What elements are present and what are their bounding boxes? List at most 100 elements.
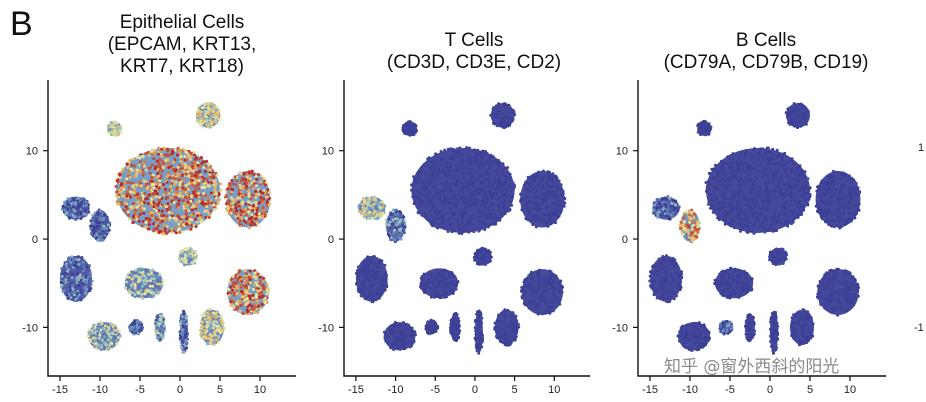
cell-point	[69, 202, 73, 206]
cell-point	[95, 343, 99, 347]
cell-point	[247, 192, 251, 196]
cell-point	[250, 304, 254, 308]
cell-point	[97, 327, 101, 330]
cell-point	[429, 204, 433, 208]
cell-point	[505, 183, 509, 187]
cell-point	[430, 177, 434, 181]
cell-point	[180, 253, 184, 257]
cell-point	[192, 256, 196, 260]
cell-point	[89, 231, 93, 235]
cell-point	[410, 124, 414, 128]
cell-point	[234, 183, 238, 187]
cell-point	[186, 188, 190, 191]
cell-point	[381, 290, 385, 294]
cell-point	[486, 172, 490, 176]
cell-point	[178, 178, 181, 182]
cell-point	[510, 180, 514, 184]
cell-point	[100, 227, 104, 231]
cell-point	[115, 121, 119, 125]
cell-point	[496, 188, 499, 192]
cell-point	[266, 287, 270, 291]
cell-point	[421, 185, 425, 189]
cell-point	[454, 154, 458, 157]
cell-point	[473, 200, 477, 204]
cell-point	[148, 190, 152, 194]
cell-point	[425, 165, 428, 169]
cluster-c08	[354, 255, 389, 304]
cell-point	[189, 154, 192, 158]
cell-point	[520, 296, 524, 300]
cell-point	[182, 178, 186, 182]
cell-point	[531, 200, 535, 203]
cell-point	[138, 320, 142, 324]
cell-point	[448, 280, 452, 284]
cell-point	[203, 317, 207, 321]
cell-point	[186, 158, 190, 162]
cluster-c09	[124, 266, 165, 300]
cell-point	[128, 217, 131, 221]
cell-point	[102, 327, 106, 331]
cell-point	[174, 180, 178, 184]
cell-point	[73, 291, 77, 295]
cell-point	[155, 175, 159, 179]
cell-point	[149, 271, 153, 275]
cell-point	[360, 268, 364, 272]
cell-point	[390, 212, 393, 216]
cell-point	[480, 167, 484, 171]
cell-point	[492, 212, 496, 216]
cell-point	[73, 215, 77, 219]
cell-point	[478, 227, 482, 231]
cell-point	[488, 191, 492, 195]
cell-point	[216, 201, 220, 205]
cell-point	[193, 205, 196, 209]
cell-point	[236, 211, 240, 215]
cell-point	[84, 200, 88, 204]
cell-point	[234, 198, 238, 202]
cell-point	[263, 213, 267, 217]
cell-point	[485, 202, 489, 206]
cell-point	[70, 283, 74, 287]
cell-point	[491, 155, 495, 159]
cell-point	[158, 163, 162, 167]
cell-point	[533, 213, 537, 217]
cell-point	[177, 215, 181, 219]
panel-1-axes	[47, 80, 296, 377]
cell-point	[182, 223, 185, 227]
cell-point	[195, 203, 198, 207]
cell-point	[466, 152, 470, 156]
cell-point	[129, 326, 133, 330]
cell-point	[510, 203, 514, 207]
cell-point	[153, 277, 156, 281]
cell-point	[439, 150, 443, 153]
cell-point	[130, 277, 134, 281]
cell-point	[477, 165, 481, 169]
cell-point	[262, 299, 265, 302]
cell-point	[486, 177, 490, 181]
cell-point	[128, 175, 132, 179]
cell-point	[450, 147, 454, 151]
cell-point	[73, 203, 77, 207]
cell-point	[457, 175, 461, 179]
cell-point	[193, 217, 197, 221]
cell-point	[194, 173, 197, 177]
cell-point	[262, 189, 266, 193]
cell-point	[541, 298, 545, 302]
cell-point	[75, 272, 79, 276]
cell-point	[443, 269, 447, 273]
cell-point	[258, 215, 262, 219]
cell-point	[488, 204, 491, 208]
cell-point	[121, 167, 125, 171]
cell-point	[523, 285, 527, 289]
cell-point	[96, 221, 100, 225]
cell-point	[226, 206, 230, 210]
cell-point	[545, 218, 549, 222]
cell-point	[398, 228, 402, 232]
cell-point	[371, 274, 375, 278]
cell-point	[216, 113, 220, 116]
cell-point	[165, 205, 168, 209]
cell-point	[239, 172, 243, 176]
cell-point	[202, 192, 206, 195]
cell-point	[172, 160, 176, 164]
y-tick-label: 0	[32, 234, 38, 246]
